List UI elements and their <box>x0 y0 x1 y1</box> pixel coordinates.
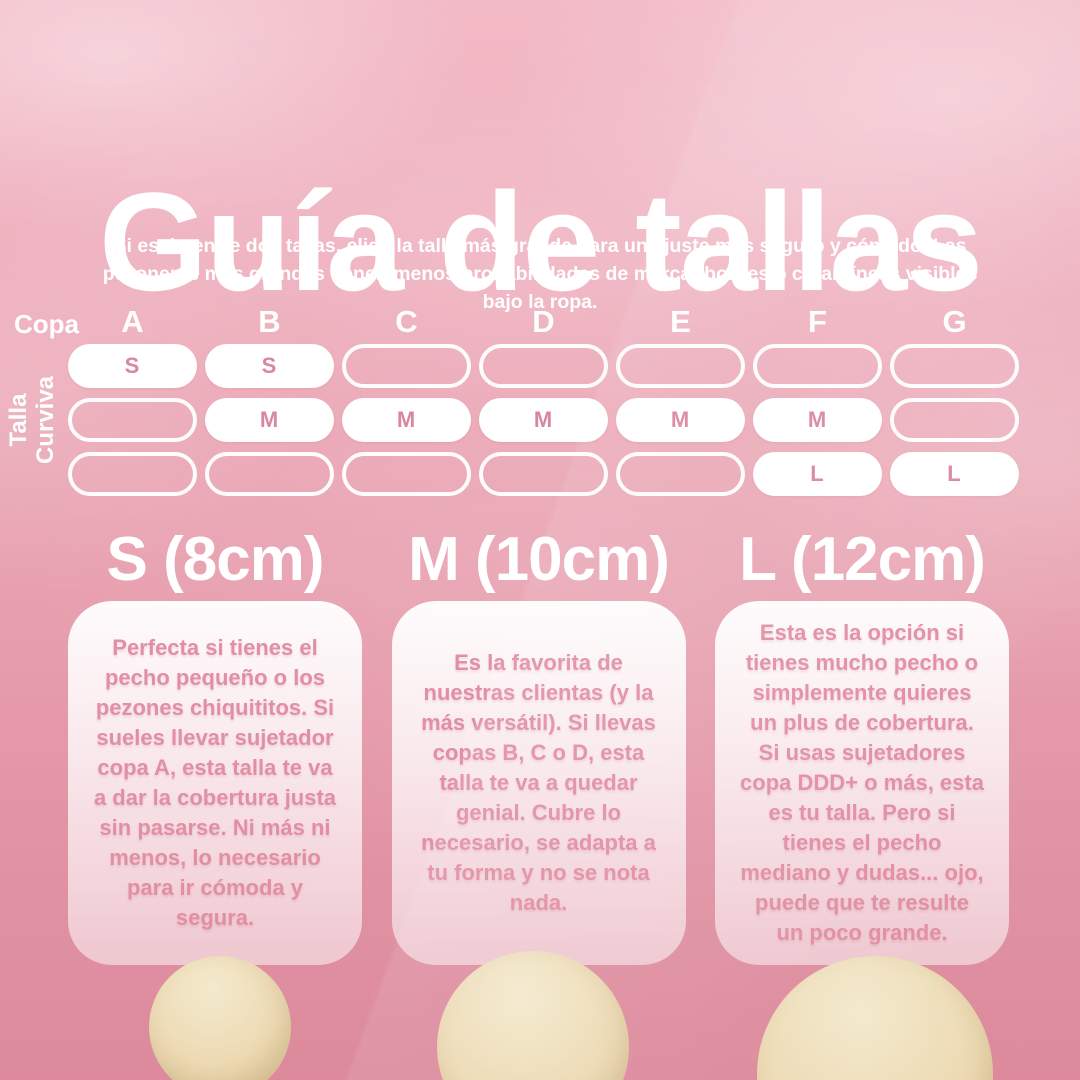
size-cards-row: Perfecta si tienes el pecho pequeño o lo… <box>68 601 1009 965</box>
size-card-body: Esta es la opción si tienes mucho pecho … <box>740 620 984 945</box>
nipple-cover-photo-s <box>149 956 291 1080</box>
size-pill-empty <box>68 452 197 496</box>
subtitle-text: Si estás entre dos tallas, elige la tall… <box>102 234 978 313</box>
side-label-line1: Talla <box>5 393 32 447</box>
size-pill-empty <box>890 344 1019 388</box>
size-pill-s: S <box>68 344 197 388</box>
size-pill-l: L <box>890 452 1019 496</box>
size-pill-empty <box>616 452 745 496</box>
size-pill-m: M <box>616 398 745 442</box>
size-pill-empty <box>890 398 1019 442</box>
page-title: Guía de tallas <box>98 162 983 320</box>
size-card-l: Esta es la opción si tienes mucho pecho … <box>715 601 1009 965</box>
size-pill-empty <box>205 452 334 496</box>
size-pill-m: M <box>342 398 471 442</box>
cup-letter-a: A <box>121 304 144 339</box>
size-card-s: Perfecta si tienes el pecho pequeño o lo… <box>68 601 362 965</box>
size-pill-l: L <box>753 452 882 496</box>
side-label-talla-curviva: Talla Curviva <box>5 345 61 495</box>
size-pill-m: M <box>205 398 334 442</box>
size-pill-empty <box>68 398 197 442</box>
cup-row-label: Copa <box>14 309 79 339</box>
size-pill-empty <box>479 344 608 388</box>
size-heading-m: M (10cm) <box>408 525 670 594</box>
size-pill-empty <box>616 344 745 388</box>
cup-letter-e: E <box>670 304 691 339</box>
size-heading-l: L (12cm) <box>739 525 986 594</box>
cup-letter-f: F <box>808 304 827 339</box>
cup-letter-c: C <box>395 304 418 339</box>
size-pill-empty <box>479 452 608 496</box>
size-pill-empty <box>342 452 471 496</box>
cup-letter-d: D <box>532 304 555 339</box>
size-headings-row: S (8cm) M (10cm) L (12cm) <box>68 524 1009 595</box>
size-card-m: Es la favorita de nuestras clientas (y l… <box>391 601 686 965</box>
nipple-cover-photo-m <box>437 951 629 1080</box>
cup-letter-headers: A B C D E F G <box>68 304 1019 340</box>
cup-letter-b: B <box>258 304 281 339</box>
size-pill-m: M <box>753 398 882 442</box>
size-pill-s: S <box>205 344 334 388</box>
size-card-body: Perfecta si tienes el pecho pequeño o lo… <box>93 635 337 930</box>
cup-letter-g: G <box>942 304 967 339</box>
size-pill-empty <box>753 344 882 388</box>
size-heading-s: S (8cm) <box>106 525 325 594</box>
size-card-body: Es la favorita de nuestras clientas (y l… <box>421 650 656 915</box>
nipple-cover-photo-l <box>757 956 993 1080</box>
side-label-line2: Curviva <box>32 375 59 465</box>
size-pill-m: M <box>479 398 608 442</box>
size-pill-empty <box>342 344 471 388</box>
